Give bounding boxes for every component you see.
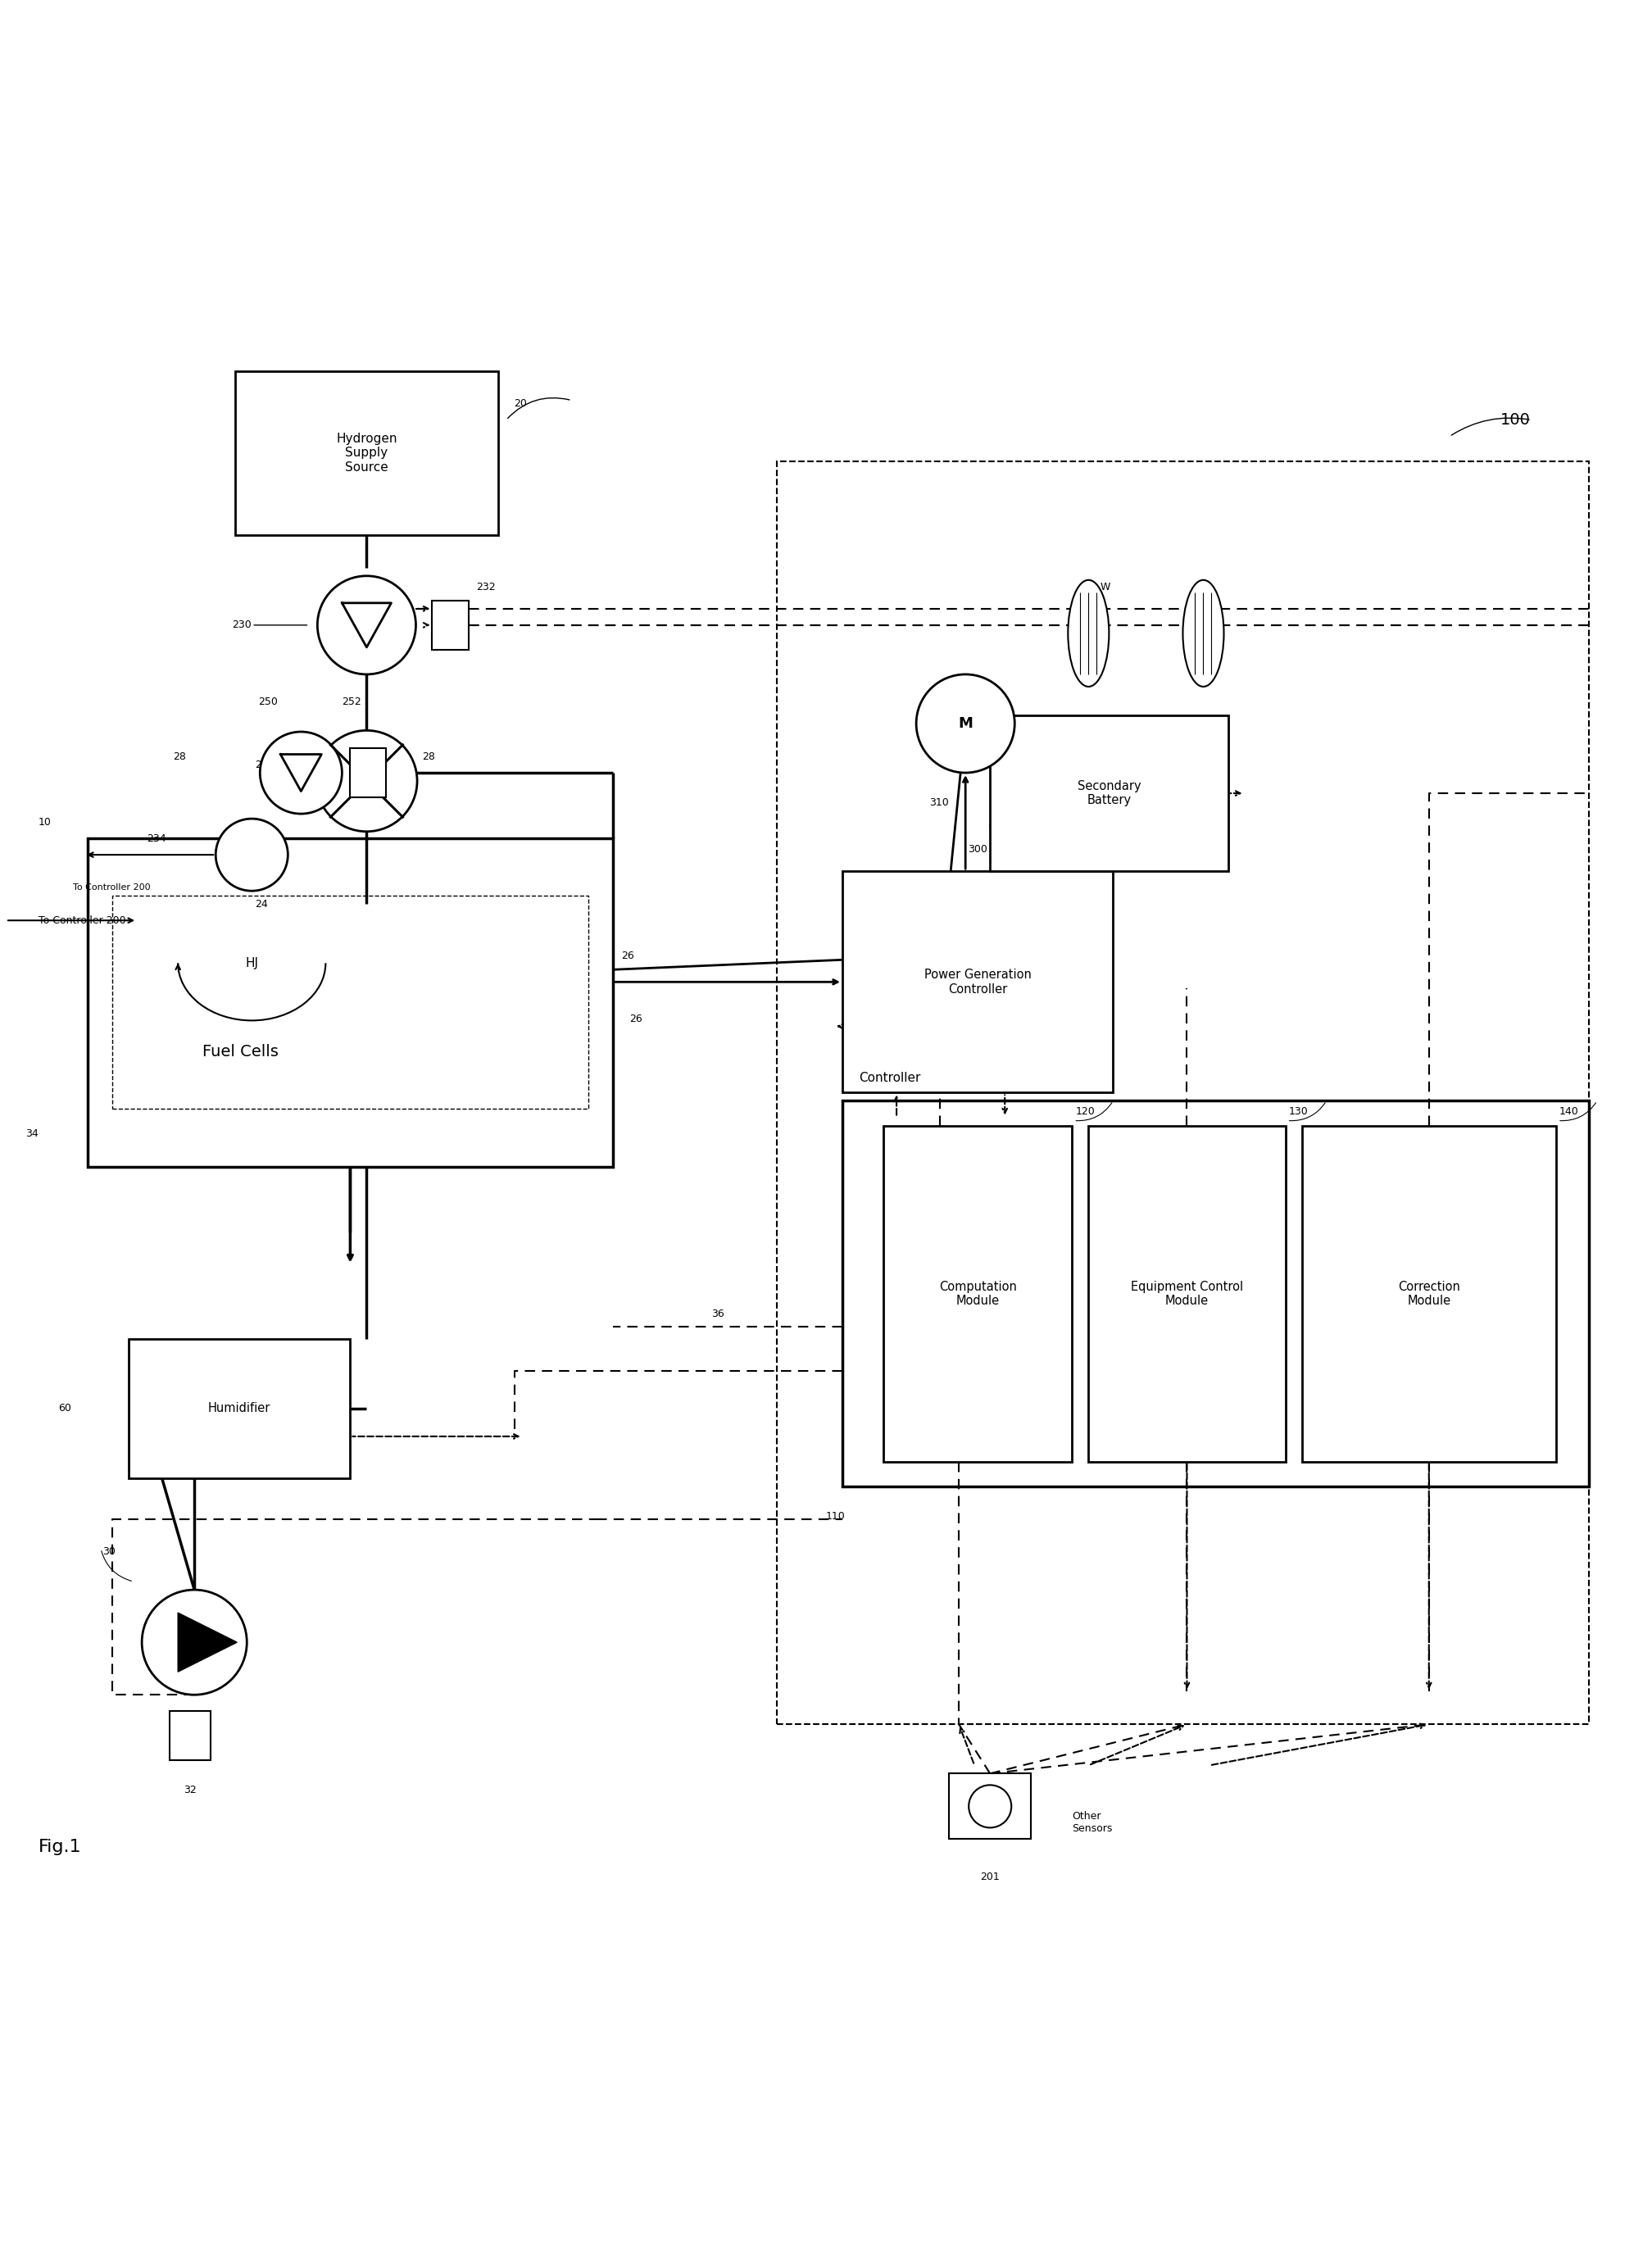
Circle shape [917,675,1014,772]
Text: 10: 10 [38,817,51,828]
Text: Equipment Control
Module: Equipment Control Module [1130,1281,1242,1308]
Circle shape [316,729,418,831]
Text: Secondary
Battery: Secondary Battery [1077,781,1142,806]
Circle shape [216,819,287,891]
Text: 310: 310 [930,797,948,808]
Text: 234: 234 [147,833,167,844]
Text: M: M [958,716,973,732]
Circle shape [317,576,416,675]
Bar [129,1339,350,1479]
Bar [843,1101,1589,1486]
Text: W: W [1100,581,1110,592]
Bar [170,1711,211,1760]
Text: 30: 30 [102,1546,116,1558]
Bar [948,1774,1031,1839]
Text: 320: 320 [955,696,973,707]
Text: Controller: Controller [859,1071,920,1085]
Text: 24: 24 [256,842,268,851]
Text: Humidifier: Humidifier [208,1402,271,1414]
Bar [990,716,1227,871]
Bar [112,896,588,1110]
Text: 26: 26 [621,950,634,961]
Bar [1089,1126,1285,1461]
Text: Power Generation
Controller: Power Generation Controller [923,968,1031,995]
Bar [88,837,613,1166]
Bar [1302,1126,1556,1461]
Text: 250: 250 [258,696,278,707]
Ellipse shape [1067,581,1108,687]
Text: 201: 201 [980,1873,999,1882]
Circle shape [259,732,342,815]
Text: Other
Sensors: Other Sensors [1072,1812,1112,1835]
Text: 28: 28 [173,752,187,761]
Polygon shape [178,1612,236,1672]
Text: 232: 232 [476,581,496,592]
Bar [776,461,1589,1724]
Bar [433,601,469,651]
Text: 24: 24 [256,898,268,909]
Text: 100: 100 [1500,412,1530,428]
Text: Fuel Cells: Fuel Cells [203,1044,279,1060]
Bar [235,371,497,536]
Text: 28: 28 [423,752,436,761]
Text: 252: 252 [342,696,362,707]
Ellipse shape [1183,581,1224,687]
Text: HJ: HJ [244,957,258,970]
Text: 300: 300 [968,844,988,855]
Text: 140: 140 [1559,1107,1579,1116]
Circle shape [142,1589,246,1695]
Text: 130: 130 [1289,1107,1308,1116]
Text: To Controller 200: To Controller 200 [73,882,150,891]
Text: 22: 22 [256,759,268,770]
Text: To Controller 200: To Controller 200 [38,916,126,925]
Text: Hydrogen
Supply
Source: Hydrogen Supply Source [335,432,396,473]
Bar [884,1126,1072,1461]
Bar [350,747,387,797]
Text: 34: 34 [25,1128,38,1139]
Text: 230: 230 [233,619,251,630]
Text: Computation
Module: Computation Module [938,1281,1016,1308]
Circle shape [968,1785,1011,1828]
Text: 26: 26 [629,1013,643,1024]
Text: Fig.1: Fig.1 [38,1839,81,1855]
Text: 32: 32 [183,1785,197,1796]
Text: 36: 36 [710,1308,724,1319]
Text: 60: 60 [58,1402,71,1414]
Bar [843,871,1113,1092]
Text: 120: 120 [1075,1107,1095,1116]
Text: 110: 110 [826,1510,846,1522]
Text: Correction
Module: Correction Module [1398,1281,1460,1308]
Text: 20: 20 [514,398,527,410]
